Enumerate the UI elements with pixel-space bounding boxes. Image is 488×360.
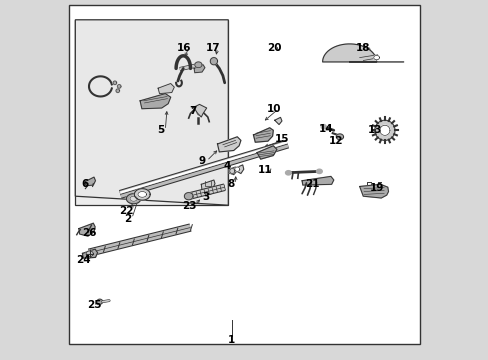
- Text: 21: 21: [305, 179, 319, 189]
- Polygon shape: [217, 137, 241, 152]
- Text: 24: 24: [76, 255, 91, 265]
- Text: 23: 23: [182, 201, 197, 211]
- Text: 18: 18: [355, 42, 369, 53]
- Polygon shape: [85, 177, 95, 186]
- Text: 6: 6: [81, 179, 89, 189]
- Text: 3: 3: [202, 192, 209, 202]
- Polygon shape: [336, 134, 343, 140]
- Polygon shape: [116, 89, 120, 93]
- Polygon shape: [192, 104, 206, 117]
- Polygon shape: [126, 194, 141, 204]
- Polygon shape: [373, 55, 379, 60]
- Text: 25: 25: [87, 300, 102, 310]
- Polygon shape: [138, 192, 146, 197]
- Polygon shape: [374, 120, 394, 140]
- Polygon shape: [184, 193, 193, 200]
- Polygon shape: [316, 169, 322, 174]
- Text: 9: 9: [199, 156, 205, 166]
- Polygon shape: [322, 44, 403, 62]
- Text: 19: 19: [369, 183, 384, 193]
- Text: 14: 14: [319, 123, 333, 134]
- Polygon shape: [285, 171, 291, 175]
- Polygon shape: [274, 117, 282, 125]
- Text: 11: 11: [258, 165, 272, 175]
- Text: 16: 16: [177, 42, 191, 53]
- Text: 12: 12: [327, 136, 342, 146]
- Polygon shape: [302, 176, 333, 185]
- Polygon shape: [257, 146, 276, 159]
- Polygon shape: [134, 189, 150, 200]
- Polygon shape: [253, 128, 273, 142]
- Polygon shape: [97, 299, 102, 304]
- Text: 22: 22: [119, 206, 134, 216]
- Text: 20: 20: [266, 42, 281, 53]
- Polygon shape: [194, 65, 204, 73]
- Polygon shape: [229, 168, 234, 174]
- Polygon shape: [201, 180, 215, 190]
- Polygon shape: [158, 84, 174, 94]
- Text: 17: 17: [205, 42, 220, 53]
- Text: 26: 26: [81, 228, 96, 238]
- Text: 1: 1: [228, 335, 235, 345]
- Polygon shape: [75, 20, 228, 205]
- Polygon shape: [140, 94, 170, 109]
- Text: 15: 15: [274, 134, 288, 144]
- Text: 10: 10: [266, 104, 281, 114]
- Polygon shape: [359, 184, 387, 198]
- Polygon shape: [86, 251, 93, 257]
- Text: 5: 5: [157, 125, 164, 135]
- Polygon shape: [82, 249, 98, 258]
- Polygon shape: [210, 58, 217, 65]
- Polygon shape: [321, 125, 325, 129]
- Polygon shape: [79, 223, 95, 236]
- Polygon shape: [117, 85, 121, 88]
- Text: 8: 8: [227, 179, 234, 189]
- Text: 13: 13: [367, 125, 382, 135]
- Polygon shape: [75, 20, 228, 205]
- Polygon shape: [113, 81, 117, 85]
- Polygon shape: [228, 167, 236, 175]
- Polygon shape: [379, 125, 389, 135]
- Text: 7: 7: [189, 105, 197, 116]
- Text: 4: 4: [224, 161, 231, 171]
- Polygon shape: [130, 196, 137, 201]
- Polygon shape: [234, 167, 239, 171]
- Polygon shape: [194, 62, 202, 68]
- Text: 2: 2: [123, 213, 131, 224]
- Polygon shape: [232, 165, 244, 174]
